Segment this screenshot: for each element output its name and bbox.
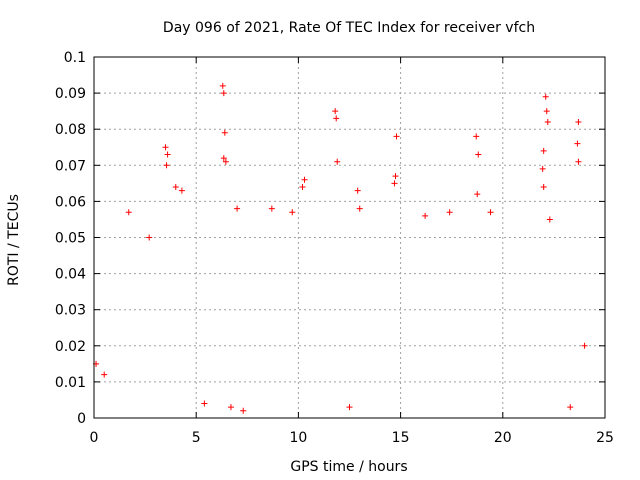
data-point bbox=[332, 108, 339, 115]
data-point bbox=[487, 209, 494, 216]
x-axis-label: GPS time / hours bbox=[290, 459, 407, 475]
data-point bbox=[101, 371, 108, 378]
x-tick-label: 5 bbox=[192, 430, 201, 446]
data-point bbox=[475, 151, 482, 158]
data-point bbox=[346, 404, 353, 411]
data-point bbox=[164, 151, 171, 158]
data-point bbox=[201, 400, 208, 407]
data-point bbox=[575, 158, 582, 165]
data-point bbox=[162, 144, 169, 151]
data-point bbox=[220, 155, 227, 162]
data-point bbox=[544, 118, 551, 125]
data-point bbox=[474, 191, 481, 198]
y-axis-ticks: 0 0.01 0.02 0.03 0.04 0.05 0.06 0.07 0.08 0.09 0.1 bbox=[55, 50, 605, 427]
data-point bbox=[354, 187, 361, 194]
y-tick-label: 0.09 bbox=[55, 86, 86, 102]
x-tick-label: 10 bbox=[289, 430, 307, 446]
data-point bbox=[581, 342, 588, 349]
data-point bbox=[240, 407, 247, 414]
data-point bbox=[542, 93, 549, 100]
data-point bbox=[391, 180, 398, 187]
data-point bbox=[540, 147, 547, 154]
data-point bbox=[546, 216, 553, 223]
data-point bbox=[543, 108, 550, 115]
data-point bbox=[334, 158, 341, 165]
y-tick-label: 0.04 bbox=[55, 267, 86, 283]
data-point bbox=[178, 187, 185, 194]
data-point bbox=[220, 90, 227, 97]
y-axis-label: ROTI / TECUs bbox=[6, 194, 22, 286]
data-point bbox=[422, 212, 429, 219]
y-tick-label: 0.03 bbox=[55, 303, 86, 319]
data-point bbox=[575, 118, 582, 125]
data-point bbox=[540, 183, 547, 190]
data-point bbox=[446, 209, 453, 216]
data-point bbox=[539, 165, 546, 172]
data-point bbox=[299, 183, 306, 190]
data-point bbox=[163, 162, 170, 169]
x-axis-ticks: 0 5 10 15 20 25 bbox=[90, 57, 614, 446]
x-tick-label: 0 bbox=[90, 430, 99, 446]
data-point bbox=[393, 133, 400, 140]
y-tick-label: 0.01 bbox=[55, 375, 86, 391]
data-points bbox=[93, 82, 588, 414]
data-point bbox=[301, 176, 308, 183]
y-tick-label: 0.05 bbox=[55, 231, 86, 247]
chart-title: Day 096 of 2021, Rate Of TEC Index for r… bbox=[163, 20, 535, 36]
data-point bbox=[146, 234, 153, 241]
data-point bbox=[473, 133, 480, 140]
data-point bbox=[234, 205, 241, 212]
x-tick-label: 25 bbox=[596, 430, 614, 446]
data-point bbox=[219, 82, 226, 89]
x-tick-label: 15 bbox=[392, 430, 410, 446]
y-tick-label: 0.02 bbox=[55, 339, 86, 355]
data-point bbox=[222, 158, 229, 165]
y-tick-label: 0.08 bbox=[55, 122, 86, 138]
data-point bbox=[574, 140, 581, 147]
data-point bbox=[567, 404, 574, 411]
data-point bbox=[125, 209, 132, 216]
data-point bbox=[392, 173, 399, 180]
y-tick-label: 0.06 bbox=[55, 194, 86, 210]
data-point bbox=[289, 209, 296, 216]
data-point bbox=[268, 205, 275, 212]
data-point bbox=[227, 404, 234, 411]
grid-lines bbox=[94, 57, 605, 418]
data-point bbox=[221, 129, 228, 136]
x-tick-label: 20 bbox=[494, 430, 512, 446]
data-point bbox=[172, 183, 179, 190]
y-tick-label: 0.1 bbox=[64, 50, 86, 66]
y-tick-label: 0.07 bbox=[55, 158, 86, 174]
data-point bbox=[333, 115, 340, 122]
y-tick-label: 0 bbox=[77, 411, 86, 427]
data-point bbox=[356, 205, 363, 212]
